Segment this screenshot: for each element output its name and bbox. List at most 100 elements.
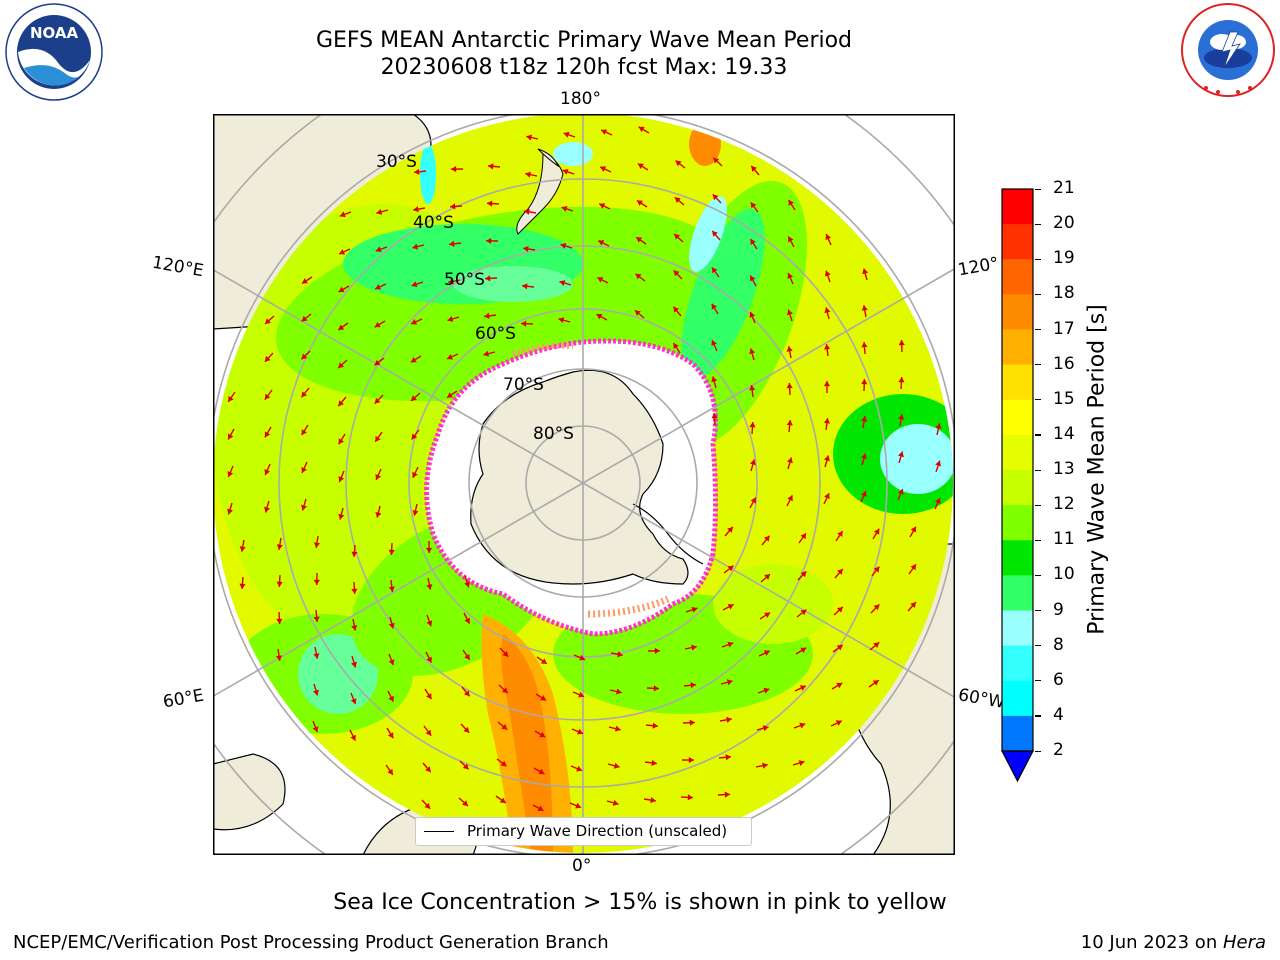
wave-arrow-head bbox=[636, 237, 643, 243]
wave-arrow-head bbox=[351, 625, 358, 631]
wave-arrow-head bbox=[484, 312, 490, 319]
wave-arrow-head bbox=[579, 654, 586, 661]
wave-arrow-head bbox=[351, 661, 357, 668]
wave-arrow-head bbox=[675, 160, 682, 167]
wave-arrow-head bbox=[798, 760, 805, 767]
wave-arrow-head bbox=[636, 200, 643, 206]
wave-arrow-head bbox=[652, 722, 658, 729]
wave-arrow-head bbox=[312, 726, 319, 733]
wave-arrow-head bbox=[725, 754, 731, 761]
wave-arrow-head bbox=[762, 762, 768, 769]
wave-arrow-head bbox=[837, 606, 843, 613]
wave-arrow-head bbox=[462, 800, 468, 806]
lon-label-0: 0° bbox=[572, 856, 592, 876]
wave-arrow-head bbox=[447, 316, 454, 322]
wave-arrow-head bbox=[788, 199, 794, 206]
wave-arrow-head bbox=[726, 679, 733, 686]
wave-arrow-head bbox=[898, 414, 905, 420]
wave-arrow-head bbox=[411, 319, 418, 325]
wave-arrow-head bbox=[413, 206, 419, 213]
chart-subtitle: 20230608 t18z 120h fcst Max: 19.33 bbox=[380, 55, 788, 80]
wave-arrow-head bbox=[501, 723, 508, 730]
wave-arrow-head bbox=[749, 459, 756, 466]
colorbar-tick-label: 11 bbox=[1053, 529, 1075, 550]
wave-arrow-head bbox=[786, 383, 793, 389]
wave-arrow-head bbox=[449, 240, 455, 247]
wave-arrow-head bbox=[711, 376, 718, 383]
wave-arrow-head bbox=[713, 157, 720, 164]
wave-arrow-head bbox=[276, 581, 283, 587]
wave-arrow-head bbox=[526, 134, 532, 141]
wave-arrow-head bbox=[426, 584, 433, 590]
wave-arrow-head bbox=[228, 395, 234, 402]
wave-arrow-head bbox=[711, 267, 718, 274]
wave-direction-arrows bbox=[227, 126, 942, 846]
wave-arrow-head bbox=[861, 416, 868, 422]
colorbar-tick-label: 4 bbox=[1053, 704, 1064, 725]
wave-arrow-head bbox=[786, 309, 793, 316]
wave-arrow-head bbox=[387, 768, 393, 775]
wave-arrow-head bbox=[799, 722, 806, 729]
wave-arrow-head bbox=[727, 526, 733, 533]
wave-arrow-head bbox=[689, 719, 695, 726]
wave-arrow-head bbox=[673, 342, 679, 349]
wave-arrow-head bbox=[339, 211, 346, 218]
wave-arrow-head bbox=[727, 641, 734, 648]
wave-arrow-head bbox=[374, 359, 381, 366]
map-panel bbox=[212, 113, 956, 856]
wave-arrow-head bbox=[425, 547, 433, 553]
map-border bbox=[213, 114, 955, 855]
footer-date-text: 10 Jun 2023 on bbox=[1080, 932, 1223, 953]
wave-arrow-head bbox=[313, 653, 320, 659]
wave-arrow-head bbox=[450, 203, 456, 210]
colorbar-box bbox=[1002, 610, 1033, 647]
wave-arrow-head bbox=[426, 620, 433, 627]
wave-arrow-head bbox=[338, 324, 345, 331]
wave-arrow-head bbox=[563, 131, 570, 138]
colorbar-tick-label: 10 bbox=[1053, 564, 1075, 585]
lat-label-40s: 40°S bbox=[413, 213, 454, 233]
colorbar-box bbox=[1002, 540, 1033, 576]
wave-arrow-head bbox=[763, 650, 770, 656]
wave-arrow-head bbox=[935, 460, 942, 467]
wave-arrow-head bbox=[313, 542, 321, 548]
colorbar-tick-label: 6 bbox=[1053, 669, 1064, 690]
wave-arrow-head bbox=[264, 469, 271, 476]
lon-label-60e: 60°E bbox=[161, 685, 206, 713]
wave-arrow-head bbox=[612, 799, 619, 806]
colorbar-tick-mark bbox=[1035, 469, 1041, 471]
wave-arrow-head bbox=[239, 583, 246, 589]
wave-arrow-head bbox=[451, 166, 457, 173]
lon-label-120w: 120° bbox=[956, 253, 1001, 281]
wave-arrow-head bbox=[617, 651, 623, 658]
wave-arrow-head bbox=[575, 802, 582, 809]
wave-arrow-head bbox=[276, 618, 283, 624]
wave-arrow-head bbox=[837, 568, 843, 575]
wave-arrow-head bbox=[800, 571, 807, 578]
legend-label: Primary Wave Direction (unscaled) bbox=[467, 822, 728, 840]
wave-arrow-head bbox=[638, 126, 645, 133]
wave-arrow-head bbox=[935, 498, 941, 505]
wave-arrow-head bbox=[596, 314, 603, 320]
wave-arrow-head bbox=[463, 726, 470, 733]
wave-arrow-head bbox=[786, 457, 793, 464]
colorbar-tick-mark bbox=[1035, 434, 1041, 436]
wave-arrow-head bbox=[239, 546, 246, 552]
colorbar-tick-mark bbox=[1035, 750, 1041, 752]
wave-arrow-head bbox=[561, 205, 568, 212]
wave-arrow-head bbox=[264, 393, 271, 400]
wave-arrow-head bbox=[412, 243, 419, 250]
wave-arrow-head bbox=[338, 476, 345, 483]
wave-arrow-head bbox=[426, 693, 432, 700]
wave-arrow-head bbox=[825, 234, 832, 240]
wave-arrow-head bbox=[388, 695, 394, 702]
wave-arrow-head bbox=[799, 685, 806, 691]
wave-arrow-head bbox=[823, 455, 830, 462]
colorbar-tick-label: 14 bbox=[1053, 423, 1075, 444]
wave-arrow-head bbox=[749, 385, 756, 391]
colorbar-box bbox=[1002, 189, 1033, 225]
colorbar-box bbox=[1002, 364, 1033, 401]
colorbar-box bbox=[1002, 680, 1033, 717]
wave-arrow-head bbox=[824, 270, 831, 277]
wave-arrow-head bbox=[598, 240, 605, 246]
